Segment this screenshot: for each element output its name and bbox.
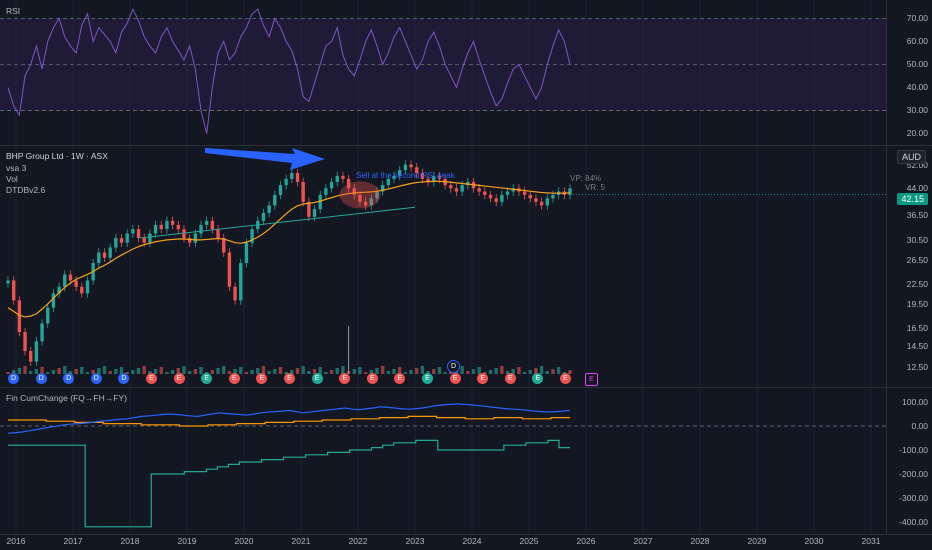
year-tick: 2016 (6, 536, 26, 546)
indicator-vol[interactable]: Vol (6, 174, 18, 184)
axis-tick: -400.00 (899, 517, 928, 527)
earnings-marker[interactable]: E (504, 373, 516, 384)
dividend-marker[interactable]: D (447, 360, 460, 373)
axis-tick: 100.00 (902, 397, 928, 407)
year-tick: 2017 (63, 536, 83, 546)
earnings-marker[interactable]: E (146, 373, 157, 384)
axis-tick: 20.00 (906, 128, 928, 139)
earnings-marker[interactable]: E (339, 373, 351, 384)
year-tick: 2022 (348, 536, 368, 546)
axis-tick: 30.00 (906, 105, 928, 116)
fin-axis[interactable]: 100.00 0.00 -100.00 -200.00 -300.00 -400.00 (886, 388, 932, 534)
price-axis[interactable]: 52.00 44.00 36.50 30.50 26.50 22.50 19.50 16.50… (886, 146, 932, 387)
earnings-marker[interactable]: D (8, 373, 19, 384)
axis-tick: 12.50 (906, 362, 928, 373)
fin-title: Fin CumChange (FQ→FH→FY) (6, 393, 127, 403)
axis-tick: 44.00 (906, 183, 928, 194)
current-price-badge: 42.15 (897, 193, 928, 205)
year-tick: 2030 (804, 536, 824, 546)
axis-tick: -300.00 (899, 493, 928, 503)
earnings-marker[interactable]: D (63, 373, 75, 384)
time-axis-divider (0, 534, 932, 535)
year-tick: 2025 (519, 536, 539, 546)
rsi-chart (0, 0, 887, 145)
earnings-marker[interactable]: D (118, 373, 130, 384)
year-tick: 2019 (177, 536, 197, 546)
earnings-marker[interactable]: E (256, 373, 268, 384)
earnings-marker[interactable]: E (532, 373, 544, 384)
axis-tick: 40.00 (906, 82, 928, 93)
pane-divider[interactable] (0, 387, 932, 388)
axis-tick: 16.50 (906, 322, 928, 333)
year-tick: 2023 (405, 536, 425, 546)
axis-tick: 30.50 (906, 235, 928, 246)
axis-tick: 0.00 (911, 421, 928, 431)
year-tick: 2031 (861, 536, 881, 546)
axis-tick: 70.00 (906, 13, 928, 24)
sell-annotation: Sell at the second RSI peak (356, 171, 455, 180)
axis-tick: -100.00 (899, 445, 928, 455)
year-tick: 2027 (633, 536, 653, 546)
axis-tick: -200.00 (899, 469, 928, 479)
axis-tick: 36.50 (906, 209, 928, 220)
axis-tick: 19.50 (906, 298, 928, 309)
fin-chart (0, 388, 887, 534)
year-tick: 2021 (291, 536, 311, 546)
earnings-marker[interactable]: D (90, 373, 102, 384)
earnings-marker[interactable]: E (422, 373, 433, 384)
year-tick: 2020 (234, 536, 254, 546)
future-earnings-marker[interactable]: E (585, 373, 598, 386)
pane-divider[interactable] (0, 145, 932, 146)
earnings-marker[interactable]: E (449, 373, 461, 384)
indicator-vsa[interactable]: vsa 3 (6, 163, 27, 173)
axis-tick: 52.00 (906, 159, 928, 170)
earnings-marker[interactable]: E (311, 373, 323, 384)
axis-tick: 14.50 (906, 341, 928, 352)
vp-label: VP: 84% (570, 174, 602, 183)
year-tick: 2026 (576, 536, 596, 546)
year-tick: 2029 (747, 536, 767, 546)
year-tick: 2018 (120, 536, 140, 546)
axis-tick: 60.00 (906, 36, 928, 47)
price-chart (6, 146, 887, 387)
earnings-marker[interactable]: E (560, 373, 571, 384)
symbol-title[interactable]: BHP Group Ltd · 1W · ASX (6, 151, 108, 161)
rsi-pane[interactable]: RSI 70.00 60.00 50.00 40.00 30.00 20.00 (0, 0, 932, 145)
earnings-marker[interactable]: D (35, 373, 47, 384)
earnings-marker[interactable]: E (366, 373, 378, 384)
price-pane[interactable]: BHP Group Ltd · 1W · ASX vsa 3 Vol DTDBv… (0, 146, 932, 387)
rsi-title: RSI (6, 6, 21, 16)
year-tick: 2028 (690, 536, 710, 546)
year-tick: 2024 (462, 536, 482, 546)
currency-label[interactable]: AUD (896, 150, 926, 164)
indicator-dtdb[interactable]: DTDBv2.6 (6, 185, 46, 195)
earnings-marker[interactable]: E (173, 373, 185, 384)
rsi-axis[interactable]: 70.00 60.00 50.00 40.00 30.00 20.00 (886, 0, 932, 145)
earnings-marker[interactable]: E (201, 373, 213, 384)
earnings-marker[interactable]: E (477, 373, 489, 384)
axis-tick: 22.50 (906, 278, 928, 289)
axis-tick: 26.50 (906, 255, 928, 266)
fin-pane[interactable]: Fin CumChange (FQ→FH→FY) 100.00 0.00 -100.… (0, 388, 932, 534)
axis-tick: 50.00 (906, 59, 928, 70)
earnings-marker[interactable]: E (394, 373, 406, 384)
vr-label: VR: 5 (585, 183, 606, 192)
earnings-marker[interactable]: E (228, 373, 240, 384)
earnings-marker[interactable]: E (284, 373, 295, 384)
